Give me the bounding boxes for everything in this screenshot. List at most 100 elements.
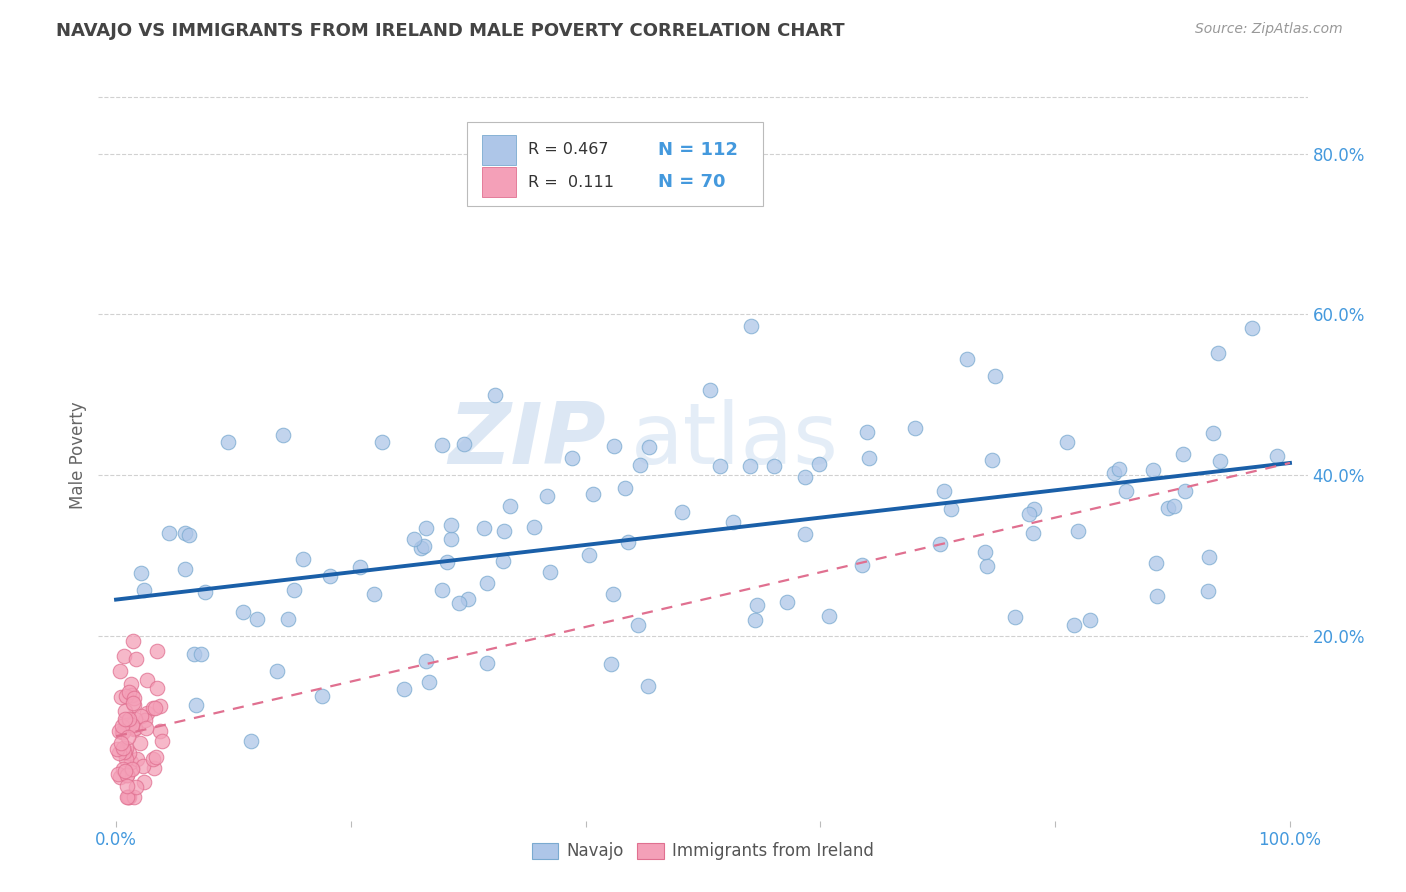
Point xyxy=(1265,449,1288,463)
Point xyxy=(440,517,463,532)
Point xyxy=(110,690,132,704)
Point xyxy=(132,759,155,773)
Point xyxy=(115,741,138,756)
Point xyxy=(1197,583,1219,598)
Bar xyxy=(482,135,516,165)
Point xyxy=(1021,526,1043,541)
Point xyxy=(194,584,217,599)
Point xyxy=(142,700,165,714)
Point xyxy=(115,789,138,804)
Point xyxy=(440,532,463,546)
Text: R = 0.467: R = 0.467 xyxy=(527,143,609,157)
Point xyxy=(628,458,651,473)
Point xyxy=(114,764,136,779)
Point xyxy=(149,698,172,713)
Point xyxy=(740,459,762,474)
Point xyxy=(149,724,172,739)
Point xyxy=(1240,321,1263,335)
Point xyxy=(492,524,515,538)
Point xyxy=(472,521,495,535)
Point xyxy=(793,469,815,483)
Point xyxy=(413,540,436,554)
Point xyxy=(492,554,515,568)
Point xyxy=(1202,426,1225,441)
Point xyxy=(122,789,145,804)
Point xyxy=(617,535,640,549)
Point xyxy=(110,770,132,784)
Text: R =  0.111: R = 0.111 xyxy=(527,175,613,190)
Point xyxy=(349,559,371,574)
Point xyxy=(956,352,979,367)
Point xyxy=(112,745,135,759)
Point xyxy=(115,779,138,793)
Point xyxy=(135,673,157,687)
Point xyxy=(183,647,205,661)
Point xyxy=(186,698,208,712)
Point xyxy=(108,665,131,679)
Point xyxy=(430,438,453,452)
Point xyxy=(114,689,136,703)
Point xyxy=(122,690,145,705)
Point xyxy=(319,569,342,583)
Point xyxy=(984,368,1007,383)
Point xyxy=(1157,501,1180,516)
Point xyxy=(855,425,877,439)
Point xyxy=(108,724,131,739)
Point xyxy=(1115,484,1137,499)
Point xyxy=(817,609,839,624)
Point xyxy=(128,736,150,750)
Point xyxy=(145,749,167,764)
Point xyxy=(121,634,143,648)
Point xyxy=(121,762,143,776)
Point xyxy=(449,596,471,610)
Point xyxy=(699,383,721,397)
Point xyxy=(142,761,165,775)
Point xyxy=(145,644,167,658)
Point xyxy=(560,451,582,466)
Point xyxy=(118,714,141,729)
Point xyxy=(240,733,263,747)
Point xyxy=(190,648,212,662)
Point xyxy=(271,428,294,442)
Point xyxy=(134,713,156,727)
Point xyxy=(432,583,454,598)
Point xyxy=(1198,549,1220,564)
Point xyxy=(638,440,661,454)
Point xyxy=(627,618,650,632)
Text: atlas: atlas xyxy=(630,399,838,482)
Point xyxy=(125,780,148,795)
Text: Source: ZipAtlas.com: Source: ZipAtlas.com xyxy=(1195,22,1343,37)
Point xyxy=(142,752,165,766)
Point xyxy=(150,734,173,748)
Point xyxy=(523,520,546,534)
Legend: Navajo, Immigrants from Ireland: Navajo, Immigrants from Ireland xyxy=(524,836,882,867)
Point xyxy=(794,527,817,541)
Point xyxy=(1174,484,1197,499)
Point xyxy=(1024,502,1046,516)
Point xyxy=(671,505,693,519)
Point xyxy=(117,789,139,804)
Point xyxy=(291,552,314,566)
Point xyxy=(744,613,766,627)
Point xyxy=(974,545,997,559)
Point xyxy=(111,725,134,739)
Point xyxy=(1108,462,1130,476)
Point xyxy=(122,722,145,736)
Text: NAVAJO VS IMMIGRANTS FROM IRELAND MALE POVERTY CORRELATION CHART: NAVAJO VS IMMIGRANTS FROM IRELAND MALE P… xyxy=(56,22,845,40)
Point xyxy=(266,664,288,678)
Text: ZIP: ZIP xyxy=(449,399,606,482)
Point xyxy=(174,562,197,576)
Point xyxy=(1067,524,1090,538)
Point xyxy=(807,457,830,471)
Point xyxy=(135,721,157,735)
Point xyxy=(120,676,142,690)
Point xyxy=(1078,613,1101,627)
Point xyxy=(122,696,145,710)
Point xyxy=(277,612,299,626)
Point xyxy=(578,548,600,562)
Point xyxy=(110,736,132,750)
Point xyxy=(146,681,169,695)
Point xyxy=(117,716,139,731)
Point xyxy=(118,712,141,726)
Point xyxy=(118,789,141,804)
